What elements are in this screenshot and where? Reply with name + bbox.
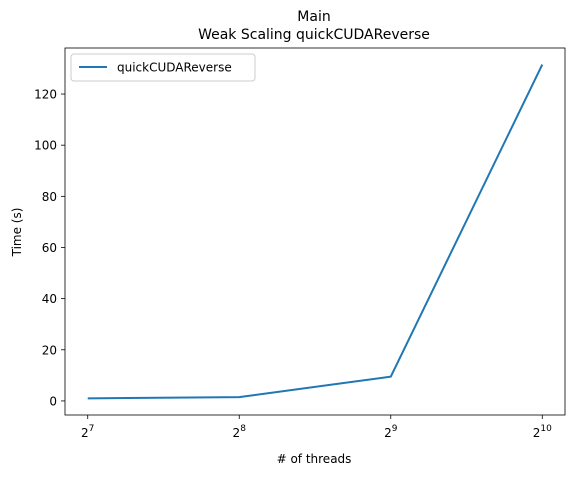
series-line xyxy=(87,64,544,400)
x-tick-label: 28 xyxy=(233,424,247,440)
x-axis-ticks: 27 28 29 210 xyxy=(81,415,552,440)
legend-label: quickCUDAReverse xyxy=(117,61,232,75)
x-tick-label: 210 xyxy=(533,424,552,440)
y-tick-label: 120 xyxy=(34,88,57,102)
x-tick-label: 29 xyxy=(384,424,398,440)
plot-area xyxy=(64,47,566,416)
x-tick-label: 27 xyxy=(81,424,94,440)
y-tick-label: 100 xyxy=(34,139,57,153)
y-tick-label: 0 xyxy=(49,394,57,408)
y-tick-label: 40 xyxy=(42,292,57,306)
y-axis-label: Time (s) xyxy=(10,208,24,258)
y-tick-label: 80 xyxy=(42,190,57,204)
series-layer xyxy=(87,64,544,400)
legend-box xyxy=(70,53,256,82)
chart-title: Main xyxy=(297,9,330,25)
legend: quickCUDAReverse xyxy=(70,53,256,82)
x-axis-label: # of threads xyxy=(277,452,352,466)
y-tick-label: 20 xyxy=(42,343,57,357)
y-tick-label: 60 xyxy=(42,241,57,255)
chart-subtitle: Weak Scaling quickCUDAReverse xyxy=(198,27,430,43)
y-axis-ticks: 0 20 40 60 80 100 120 xyxy=(34,88,65,408)
